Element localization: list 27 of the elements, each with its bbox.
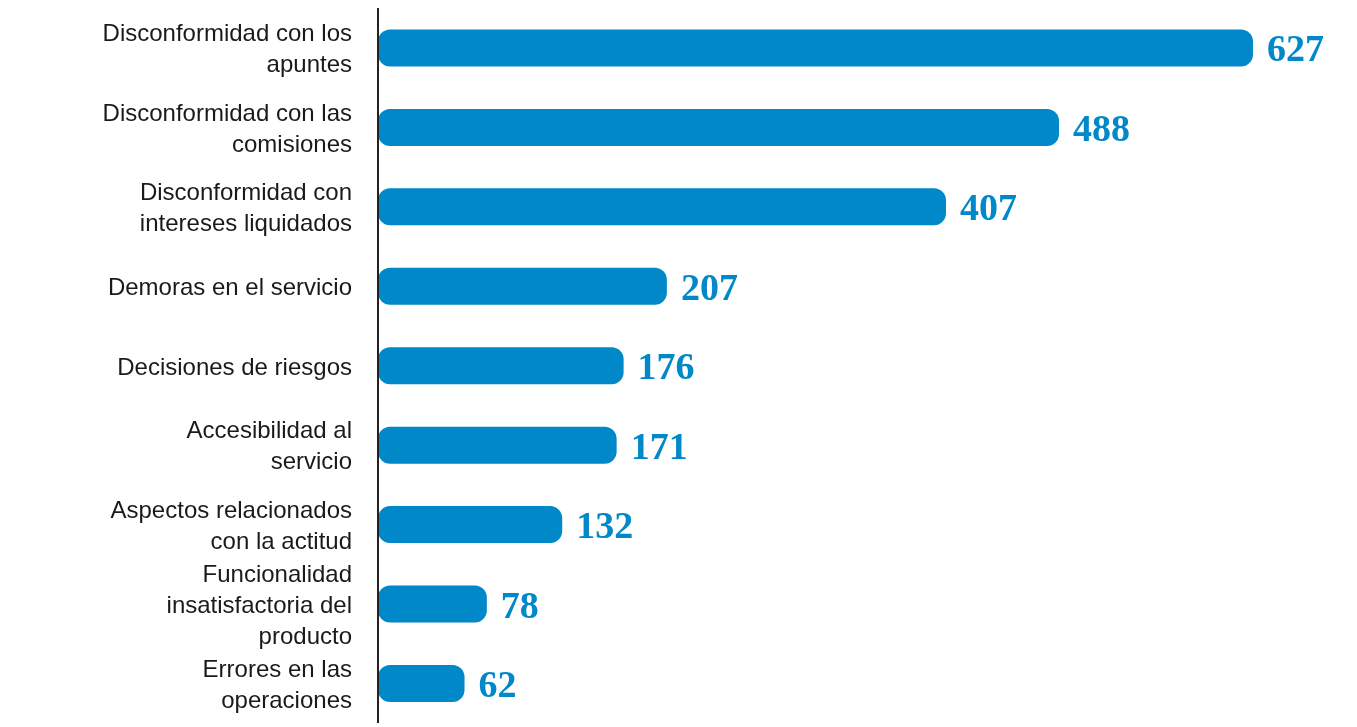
y-tick-label: Disconformidad con los apuntes — [102, 18, 352, 77]
data-label: 132 — [576, 504, 634, 547]
data-label: 207 — [680, 265, 738, 308]
y-tick-label: Decisiones de riesgos — [117, 352, 352, 379]
y-tick-label: Disconformidad con las comisiones — [102, 98, 352, 157]
y-tick-label: Accesibilidad al servicio — [186, 415, 352, 474]
y-tick-label: Funcionalidad insatisfactoria del producto — [166, 559, 352, 649]
data-label: 407 — [959, 186, 1017, 229]
bar — [378, 267, 667, 305]
bar — [378, 665, 465, 703]
y-tick-label: Aspectos relacionados con la actitud — [110, 495, 352, 554]
data-label: 176 — [637, 345, 695, 388]
bar — [378, 108, 1060, 146]
data-label: 62 — [478, 663, 517, 705]
bar — [378, 426, 617, 464]
y-tick-label: Demoras en el servicio — [107, 272, 352, 300]
data-label: 171 — [630, 424, 688, 467]
bar — [378, 347, 624, 385]
bar — [378, 585, 487, 623]
bar — [378, 29, 1253, 67]
bar — [378, 506, 563, 544]
data-label: 78 — [500, 583, 539, 626]
data-label: 488 — [1073, 106, 1131, 149]
y-tick-label: Errores en las operaciones — [202, 654, 352, 713]
data-label: 627 — [1267, 27, 1324, 70]
bar — [378, 188, 946, 226]
y-tick-label: Disconformidad con intereses liquidados — [139, 177, 352, 236]
